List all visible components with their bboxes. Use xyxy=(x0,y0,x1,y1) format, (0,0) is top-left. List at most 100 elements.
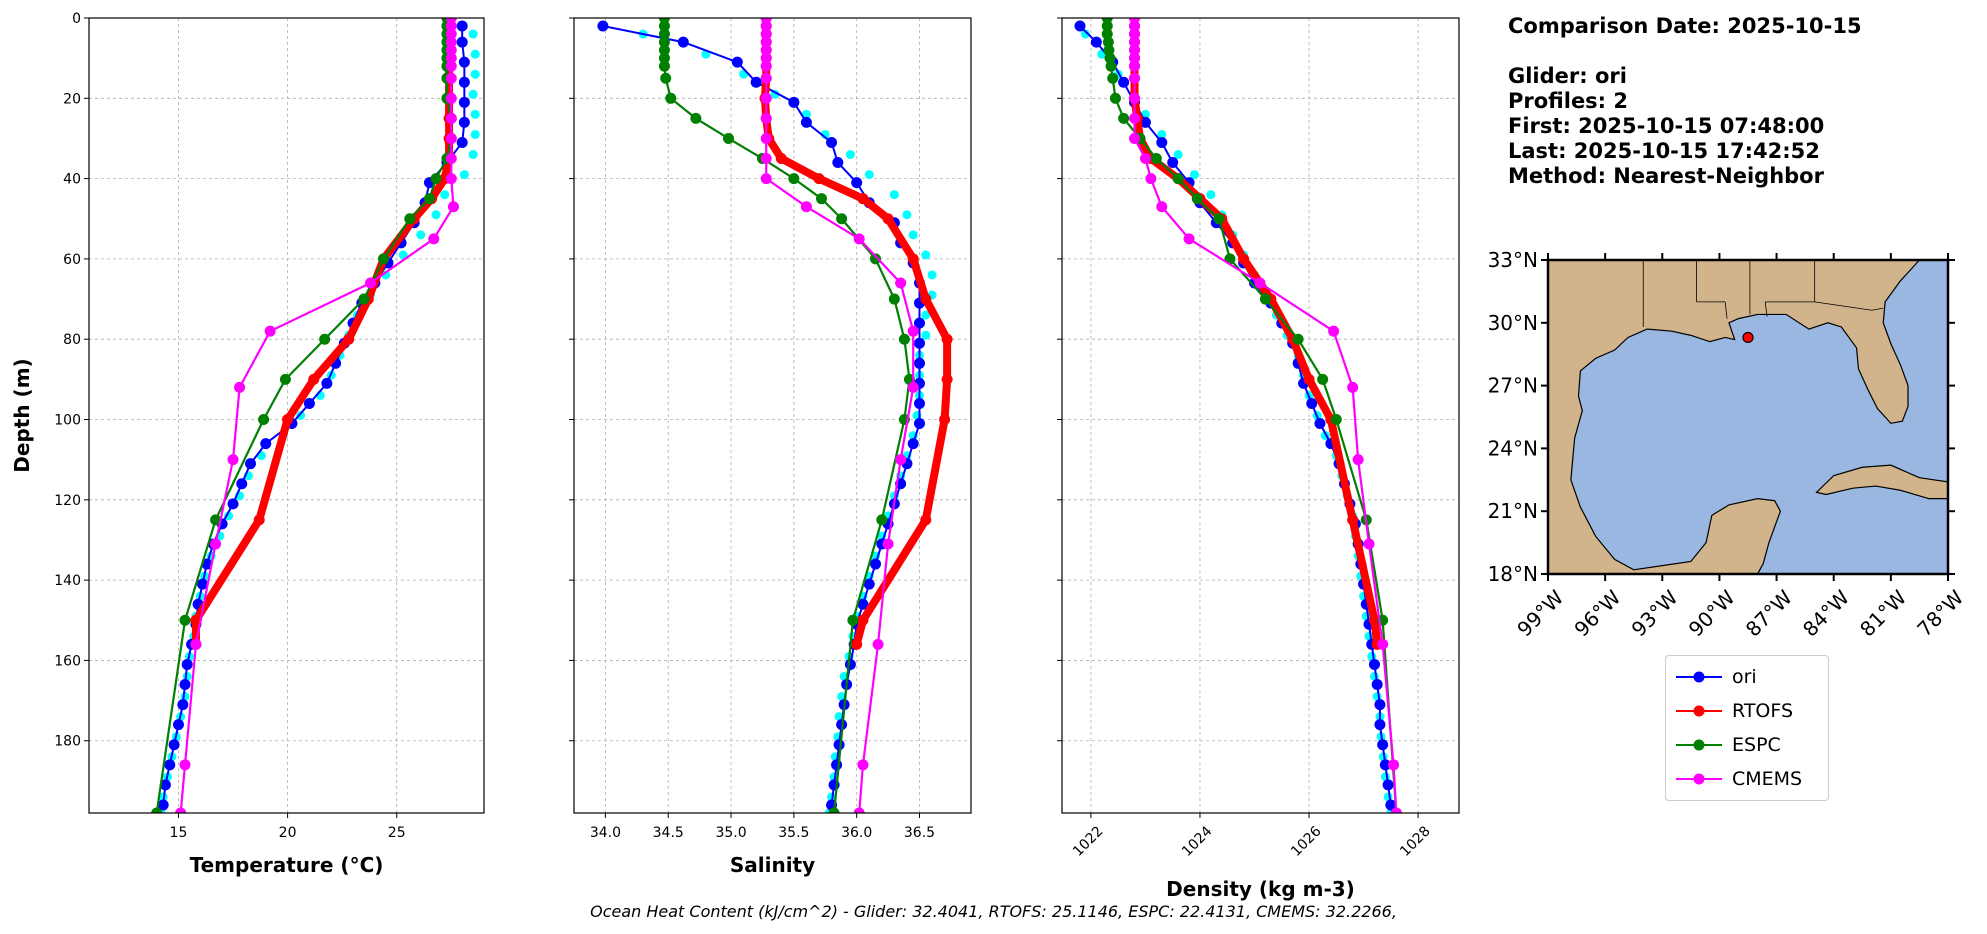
series-raw-point xyxy=(845,150,855,160)
series-espc-point xyxy=(870,253,882,265)
series-cmems-point xyxy=(1347,381,1359,393)
series-cmems-point xyxy=(428,233,440,245)
series-raw-point xyxy=(470,49,480,59)
series-espc-point xyxy=(1102,36,1114,48)
series-cmems-point xyxy=(445,36,457,48)
map-lon-label: 87°W xyxy=(1741,585,1797,641)
series-ori-point xyxy=(677,36,689,48)
series-ori-point xyxy=(826,136,838,148)
series-rtofs-point xyxy=(941,333,953,345)
series-cmems-point xyxy=(1129,60,1141,72)
series-raw-point xyxy=(801,109,811,119)
series-rtofs-point xyxy=(941,373,953,385)
series-ori-point xyxy=(1139,116,1151,128)
series-raw-point xyxy=(908,230,918,240)
series-ori-point xyxy=(1090,36,1102,48)
series-ori-point xyxy=(456,136,468,148)
series-cmems-point xyxy=(264,325,276,337)
series-ori-point xyxy=(1374,699,1386,711)
series-raw-point xyxy=(864,170,874,180)
map-lon-label: 99°W xyxy=(1512,585,1568,641)
series-cmems-point xyxy=(1129,28,1141,40)
series-ori-point xyxy=(456,20,468,32)
map-lat-label: 21°N xyxy=(1488,499,1538,523)
series-ori-point xyxy=(731,56,743,68)
series-cmems-point xyxy=(234,381,246,393)
series-ori-point xyxy=(244,458,256,470)
series-ori-point xyxy=(597,20,609,32)
series-rtofs-point xyxy=(1303,373,1315,385)
series-ori-point xyxy=(1074,20,1086,32)
series-ori-line xyxy=(1079,25,1392,806)
series-ori-point xyxy=(1374,719,1386,731)
panel-density: 1022 1024 1026 1028 Density (kg m-3) xyxy=(1057,17,1460,901)
legend-marker xyxy=(1693,773,1705,785)
series-ori-point xyxy=(1156,136,1168,148)
series-espc-point xyxy=(660,72,672,84)
y-tick-label: 20 xyxy=(63,91,81,107)
series-raw-point xyxy=(431,210,441,220)
series-rtofs-point xyxy=(813,173,825,185)
x-tick-label: 35.0 xyxy=(715,825,746,841)
series-ori-point xyxy=(1382,779,1394,791)
series-rtofs-point xyxy=(1238,253,1250,265)
series-espc-point xyxy=(876,514,888,526)
info-profiles: Profiles: 2 xyxy=(1508,89,1629,113)
series-espc-point xyxy=(658,44,670,56)
map-lat-label: 33°N xyxy=(1488,248,1538,272)
legend-swatch-ori xyxy=(1676,671,1722,683)
series-rtofs-point xyxy=(343,333,355,345)
legend: ori RTOFS ESPC CMEMS xyxy=(1665,655,1829,801)
series-ori-point xyxy=(788,96,800,108)
info-panel: Comparison Date: 2025-10-15 Glider: ori … xyxy=(1508,14,1862,189)
series-ori-point xyxy=(168,739,180,751)
series-rtofs-line xyxy=(191,18,454,645)
series-cmems-point xyxy=(445,44,457,56)
series-cmems-point xyxy=(1129,20,1141,32)
map-lon-label: 93°W xyxy=(1627,585,1683,641)
series-ori-point xyxy=(831,759,843,771)
series-rtofs-line xyxy=(1130,18,1382,645)
series-cmems-point xyxy=(760,72,772,84)
series-ori-point xyxy=(227,498,239,510)
series-ori-point xyxy=(913,357,925,369)
series-ori-point xyxy=(196,578,208,590)
series-ori-point xyxy=(260,438,272,450)
series-espc-point xyxy=(1101,20,1113,32)
series-espc-point xyxy=(430,173,442,185)
map-state-border xyxy=(1764,301,1768,317)
series-ori-point xyxy=(159,779,171,791)
series-espc-point xyxy=(358,293,370,305)
series-cmems-point xyxy=(760,28,772,40)
map-lat-label: 30°N xyxy=(1488,311,1538,335)
info-first: First: 2025-10-15 07:48:00 xyxy=(1508,114,1825,138)
series-cmems-point xyxy=(365,277,377,289)
series-raw-point xyxy=(398,250,408,260)
legend-item-cmems: CMEMS xyxy=(1666,762,1828,796)
series-espc-point xyxy=(279,373,291,385)
series-espc-point xyxy=(1103,44,1115,56)
series-rtofs-point xyxy=(253,514,265,526)
series-espc-point xyxy=(815,193,827,205)
series-raw-point xyxy=(921,310,931,320)
series-cmems-point xyxy=(1129,132,1141,144)
series-cmems-point xyxy=(210,538,222,550)
series-rtofs-point xyxy=(775,153,787,165)
x-tick-label: 36.0 xyxy=(841,825,872,841)
series-espc-point xyxy=(1107,72,1119,84)
series-espc-point xyxy=(888,293,900,305)
series-espc-point xyxy=(1317,373,1329,385)
series-ori-point xyxy=(458,96,470,108)
x-tick-label: 1028 xyxy=(1397,823,1434,860)
series-espc-point xyxy=(1330,414,1342,426)
x-tick-label: 34.0 xyxy=(590,825,621,841)
series-rtofs-point xyxy=(851,638,863,650)
series-espc-point xyxy=(210,514,222,526)
y-tick-label: 80 xyxy=(63,332,81,348)
series-espc-point xyxy=(378,253,390,265)
series-rtofs-point xyxy=(920,514,932,526)
ocean-heat-content-caption: Ocean Heat Content (kJ/cm^2) - Glider: 3… xyxy=(590,902,1397,921)
series-rtofs-point xyxy=(190,614,202,626)
series-espc-point xyxy=(690,112,702,124)
series-cmems-point xyxy=(760,20,772,32)
